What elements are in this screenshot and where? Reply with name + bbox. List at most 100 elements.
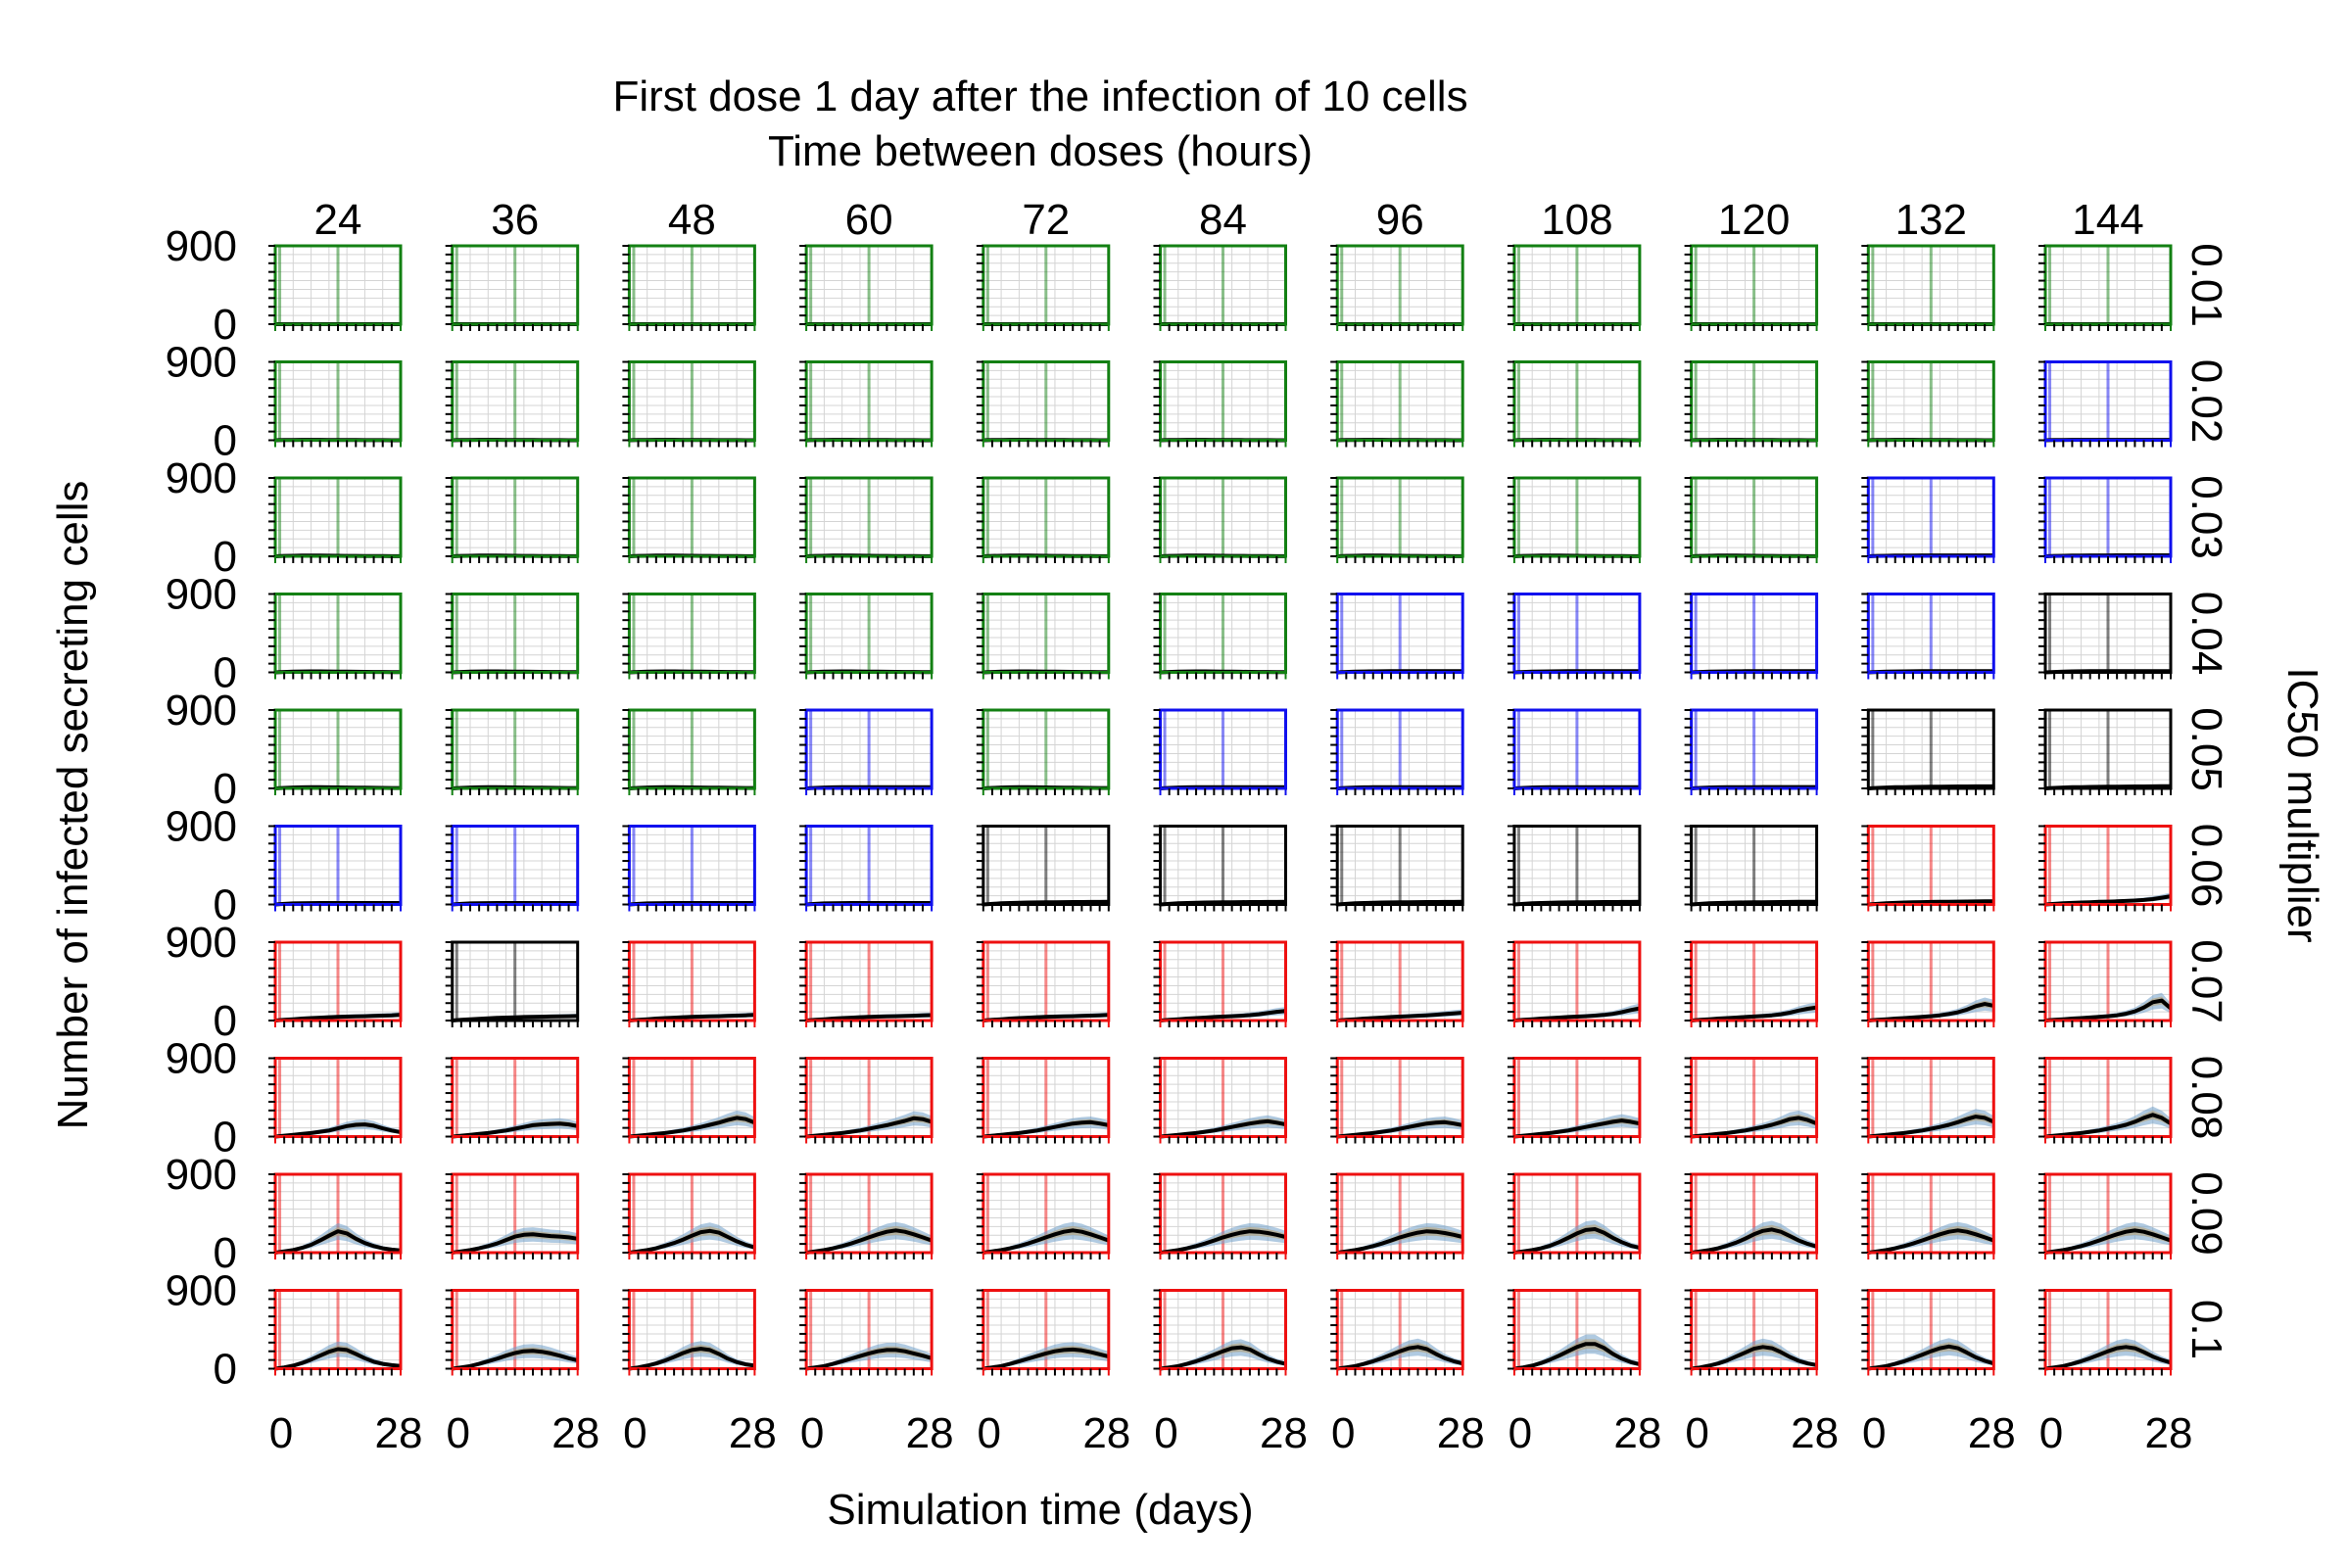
series-mean-line [805, 1348, 933, 1371]
series-mean-line [805, 1013, 933, 1022]
panel [976, 476, 1111, 563]
panel [622, 1172, 756, 1259]
x-tick-label-max: 28 [551, 1409, 599, 1457]
panel [445, 825, 580, 912]
column-label: 72 [1022, 196, 1070, 244]
panel: 900 0 [166, 454, 403, 581]
right-axis-label: IC50 multiplier [2278, 667, 2326, 942]
panel [1507, 360, 1642, 448]
panel [1861, 244, 1995, 331]
x-tick-label-min: 0 [978, 1409, 1001, 1457]
panel [2038, 940, 2173, 1027]
panel [1507, 708, 1642, 795]
panel [445, 244, 580, 331]
row-label: 0.07 [2182, 939, 2230, 1023]
panel [1153, 360, 1287, 448]
panel [1684, 825, 1819, 912]
y-tick-label-max: 900 [166, 1267, 237, 1315]
series-mean-line [274, 1122, 402, 1139]
series-band-blue [1868, 1109, 1994, 1137]
row-label: 0.01 [2182, 243, 2230, 327]
column-label: 144 [2072, 196, 2143, 244]
chart-title-line2: Time between doses (hours) [768, 127, 1313, 175]
panel [2038, 1057, 2173, 1144]
panel [1861, 708, 1995, 795]
series-mean-line [982, 1228, 1110, 1255]
row-label: 0.09 [2182, 1171, 2230, 1256]
panel: 0 28 [1330, 1289, 1485, 1457]
panel [2038, 476, 2173, 563]
panel [976, 593, 1111, 680]
panel: 0 28 [1153, 1289, 1308, 1457]
series-mean-line [982, 1347, 1110, 1371]
panel [1507, 940, 1642, 1027]
panel [976, 825, 1111, 912]
column-label: 96 [1376, 196, 1424, 244]
series-mean-line [629, 1347, 755, 1371]
panel [799, 1172, 934, 1259]
panel [1861, 476, 1995, 563]
series-mean-line [1868, 1115, 1995, 1139]
row-label: 0.05 [2182, 707, 2230, 791]
series-band-tan [2045, 1110, 2171, 1137]
y-tick-label-max: 900 [166, 687, 237, 735]
panel [1684, 476, 1819, 563]
panel: 0 28 [622, 1289, 777, 1457]
panel [1507, 1172, 1642, 1259]
panel [1330, 940, 1464, 1027]
panel-grid: 24 36 48 60 72 84 96 108 120 132 144 0.01 0.02 0.03 0.… [166, 196, 2230, 1457]
panel [2038, 360, 2173, 448]
series-mean-line [629, 1116, 756, 1139]
panel [1684, 1057, 1819, 1144]
panel [799, 1057, 934, 1144]
series-mean-line [1160, 1118, 1286, 1139]
panel [976, 940, 1111, 1027]
series-mean-line [1337, 1119, 1463, 1139]
series-mean-line [274, 1347, 402, 1371]
panel [1153, 1057, 1287, 1144]
panel: 900 0 [166, 687, 403, 813]
panel [1684, 1172, 1819, 1259]
series-mean-line [1160, 1229, 1286, 1255]
y-tick-label-max: 900 [166, 1151, 237, 1199]
x-tick-label-max: 28 [1082, 1409, 1130, 1457]
panel [1330, 1172, 1464, 1259]
x-tick-label-max: 28 [1613, 1409, 1661, 1457]
panel [445, 1057, 580, 1144]
panel [1684, 244, 1819, 331]
y-tick-label-max: 900 [166, 571, 237, 619]
panel: 0 28 [799, 1289, 954, 1457]
panel [1861, 360, 1995, 448]
panel: 900 0 [166, 803, 403, 929]
series-mean-line [1513, 1227, 1641, 1255]
panel [445, 940, 580, 1027]
series-mean-line [274, 1013, 402, 1022]
series-mean-line [2044, 1113, 2173, 1139]
panel [799, 360, 934, 448]
x-tick-label-min: 0 [1331, 1409, 1355, 1457]
panel [1153, 708, 1287, 795]
panel [445, 360, 580, 448]
x-tick-label-max: 28 [375, 1409, 423, 1457]
panel [445, 1172, 580, 1259]
panel: 0 28 [976, 1289, 1130, 1457]
panel [1684, 593, 1819, 680]
panel [976, 244, 1111, 331]
series-mean-line [1336, 1229, 1463, 1255]
series-mean-line [1336, 1345, 1463, 1371]
panel [799, 825, 934, 912]
series-band-blue [1691, 1111, 1817, 1137]
series-mean-line [1868, 1228, 1994, 1255]
panel [1153, 476, 1287, 563]
series-band-blue [629, 1111, 755, 1137]
series-mean-line [1691, 1005, 1817, 1022]
x-tick-label-min: 0 [269, 1409, 293, 1457]
x-tick-label-min: 0 [623, 1409, 647, 1457]
panel [1507, 244, 1642, 331]
panel: 0 28 [1507, 1289, 1661, 1457]
series-mean-line [1337, 1011, 1463, 1022]
panel [1507, 825, 1642, 912]
panel [2038, 708, 2173, 795]
panel [1684, 708, 1819, 795]
panel [2038, 244, 2173, 331]
